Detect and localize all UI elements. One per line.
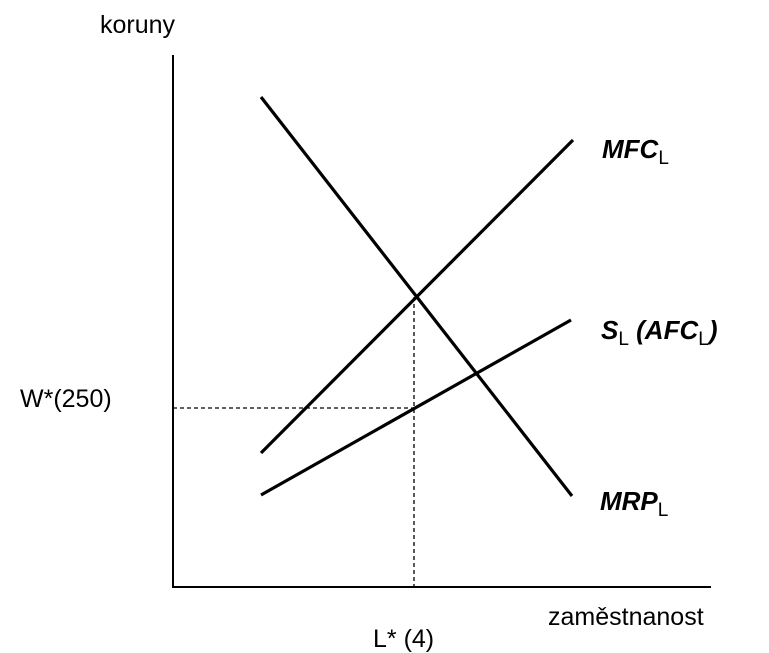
- curve-label: MRPL: [600, 486, 668, 521]
- subscript: L: [698, 329, 709, 350]
- wage-label: W*(250): [20, 385, 112, 413]
- y-axis-label: koruny: [100, 11, 176, 39]
- label-text: (AFC: [629, 315, 700, 345]
- label-text: ): [706, 315, 718, 345]
- curve-label: SL (AFCL): [601, 315, 718, 350]
- supply-curve: [260, 318, 572, 497]
- subscript: L: [658, 500, 669, 521]
- mfc-curve: [259, 138, 575, 455]
- label-text: MRP: [600, 486, 658, 516]
- x-axis-label: zaměstnanost: [548, 603, 704, 631]
- labor-label: L* (4): [373, 625, 434, 653]
- subscript: L: [658, 148, 669, 169]
- label-text: MFC: [602, 134, 660, 164]
- subscript: L: [618, 329, 629, 350]
- curve-label: MFCL: [602, 134, 669, 169]
- label-text: S: [601, 315, 619, 345]
